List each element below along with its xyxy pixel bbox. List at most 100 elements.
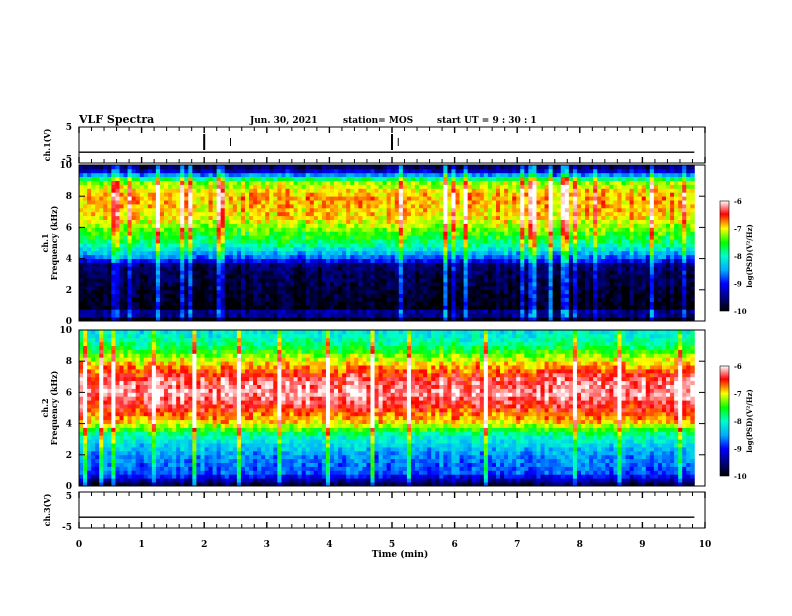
spectrogram-cell: [310, 274, 314, 278]
spectrogram-cell: [79, 200, 83, 204]
spectrogram-cell: [180, 251, 184, 255]
spectrogram-cell: [111, 266, 115, 270]
spectrogram-cell: [257, 286, 261, 290]
spectrogram-cell: [290, 239, 294, 243]
spectrogram-cell: [209, 290, 213, 294]
spectrogram-cell: [221, 231, 225, 235]
spectrogram-cell: [217, 181, 221, 185]
spectrogram-cell: [338, 251, 342, 255]
spectrogram-cell: [387, 255, 391, 259]
spectrogram-cell: [111, 192, 115, 196]
spectrogram-cell: [119, 200, 123, 204]
spectrogram-cell: [480, 263, 484, 267]
spectrogram-cell: [176, 231, 180, 235]
spectrogram-cell: [383, 255, 387, 259]
spectrogram-cell: [520, 278, 524, 282]
spectrogram-cell: [508, 313, 512, 317]
spectrogram-cell: [310, 204, 314, 208]
spectrogram-cell: [209, 255, 213, 259]
spectrogram-cell: [508, 196, 512, 200]
spectrogram-cell: [95, 259, 99, 263]
spectrogram-cell: [541, 227, 545, 231]
spectrogram-cell: [298, 165, 302, 169]
spectrogram-cell: [346, 294, 350, 298]
spectrogram-cell: [111, 239, 115, 243]
spectrogram-cell: [403, 173, 407, 177]
spectrogram-cell: [277, 231, 281, 235]
spectrogram-cell: [302, 278, 306, 282]
spectrogram-cell: [285, 231, 289, 235]
spectrogram-cell: [306, 309, 310, 313]
spectrogram-cell: [516, 227, 520, 231]
spectrogram-cell: [124, 220, 128, 224]
spectrogram-cell: [391, 208, 395, 212]
spectrogram-cell: [468, 294, 472, 298]
spectrogram-cell: [221, 169, 225, 173]
spectrogram-cell: [415, 247, 419, 251]
spectrogram-cell: [273, 208, 277, 212]
spectrogram-cell: [516, 235, 520, 239]
spectrogram-cell: [460, 266, 464, 270]
spectrogram-cell: [245, 259, 249, 263]
spectrogram-cell: [200, 235, 204, 239]
spectrogram-cell: [569, 263, 573, 267]
spectrogram-cell: [447, 270, 451, 274]
spectrogram-cell: [532, 181, 536, 185]
spectrogram-cell: [318, 165, 322, 169]
spectrogram-cell: [391, 298, 395, 302]
spectrogram-cell: [136, 196, 140, 200]
spectrogram-cell: [370, 181, 374, 185]
spectrogram-cell: [180, 247, 184, 251]
spectrogram-cell: [184, 243, 188, 247]
spectrogram-cell: [241, 247, 245, 251]
spectrogram-cell: [298, 274, 302, 278]
spectrogram-cell: [249, 263, 253, 267]
spectrogram-cell: [468, 286, 472, 290]
spectrogram-cell: [565, 309, 569, 313]
spectrogram-cell: [269, 173, 273, 177]
spectrogram-cell: [379, 192, 383, 196]
spectrogram-cell: [370, 220, 374, 224]
spectrogram-cell: [456, 298, 460, 302]
spectrogram-cell: [229, 200, 233, 204]
spectrogram-cell: [338, 305, 342, 309]
spectrogram-cell: [111, 165, 115, 169]
spectrogram-cell: [172, 216, 176, 220]
spectrogram-cell: [200, 224, 204, 228]
spectrogram-cell: [419, 200, 423, 204]
spectrogram-cell: [160, 224, 164, 228]
spectrogram-cell: [160, 216, 164, 220]
spectrogram-cell: [225, 255, 229, 259]
spectrogram-cell: [221, 181, 225, 185]
spectrogram-cell: [545, 181, 549, 185]
spectrogram-cell: [362, 309, 366, 313]
spectrogram-cell: [549, 282, 553, 286]
spectrogram-cell: [439, 192, 443, 196]
spectrogram-cell: [512, 290, 516, 294]
spectrogram-cell: [196, 192, 200, 196]
spectrogram-cell: [354, 181, 358, 185]
spectrogram-cell: [403, 274, 407, 278]
spectrogram-cell: [561, 266, 565, 270]
spectrogram-cell: [91, 177, 95, 181]
spectrogram-cell: [95, 282, 99, 286]
spectrogram-cell: [168, 224, 172, 228]
spectrogram-cell: [431, 224, 435, 228]
spectrogram-cell: [370, 216, 374, 220]
spectrogram-cell: [172, 278, 176, 282]
spectrogram-cell: [281, 177, 285, 181]
spectrogram-cell: [273, 305, 277, 309]
spectrogram-cell: [362, 259, 366, 263]
spectrogram-cell: [379, 169, 383, 173]
spectrogram-cell: [520, 282, 524, 286]
spectrogram-cell: [553, 185, 557, 189]
spectrogram-cell: [516, 200, 520, 204]
spectrogram-cell: [200, 169, 204, 173]
spectrogram-cell: [285, 294, 289, 298]
spectrogram-cell: [257, 224, 261, 228]
spectrogram-cell: [423, 208, 427, 212]
spectrogram-cell: [192, 247, 196, 251]
spectrogram-cell: [281, 313, 285, 317]
spectrogram-cell: [484, 243, 488, 247]
spectrogram-cell: [306, 294, 310, 298]
